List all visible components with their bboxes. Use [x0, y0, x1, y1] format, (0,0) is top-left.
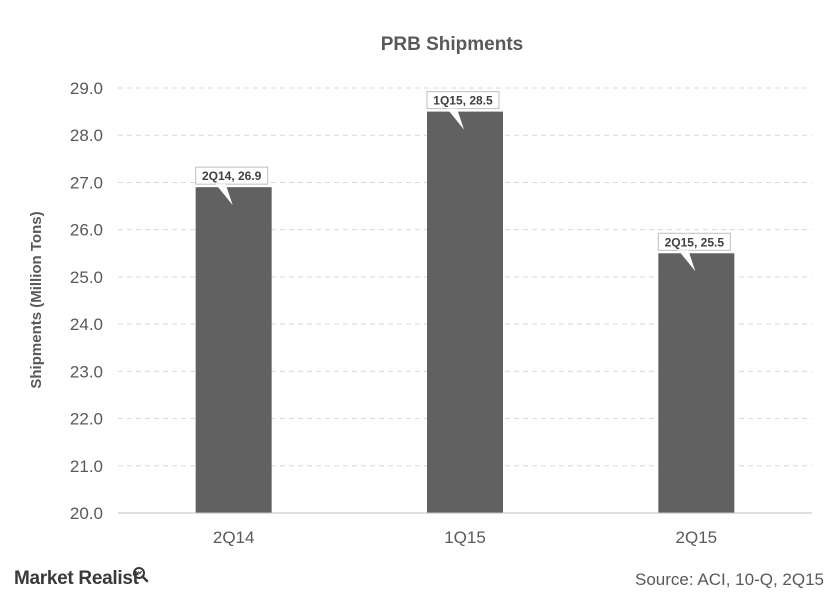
x-tick-label: 2Q14 [213, 528, 255, 547]
y-tick-label: 23.0 [70, 362, 103, 381]
data-label-box [657, 232, 731, 251]
data-labels: 2Q14, 26.9 1Q15, 28.5 2Q15, 25.5 [195, 91, 731, 272]
source-note: Source: ACI, 10-Q, 2Q15 [635, 570, 824, 589]
bars [195, 111, 735, 513]
y-tick-label: 25.0 [70, 268, 103, 287]
y-tick-label: 26.0 [70, 221, 103, 240]
data-label-box [195, 166, 269, 185]
y-axis-label: Shipments (Million Tons) [28, 211, 45, 388]
y-tick-label: 22.0 [70, 410, 103, 429]
data-label-pointer [215, 184, 233, 206]
data-label-1q15: 1Q15, 28.5 [426, 91, 500, 130]
bar-1q15 [427, 111, 503, 513]
y-tick-label: 28.0 [70, 126, 103, 145]
data-label-pointer [678, 250, 696, 272]
magnifier-icon [133, 567, 149, 583]
data-label-text: 2Q14, 26.9 [202, 169, 262, 183]
data-label-text: 1Q15, 28.5 [433, 94, 493, 108]
y-tick-label: 29.0 [70, 79, 103, 98]
x-tick-label: 2Q15 [676, 528, 718, 547]
bar-2q14 [195, 187, 272, 513]
y-tick-label: 24.0 [70, 315, 103, 334]
data-label-2q15: 2Q15, 25.5 [657, 232, 731, 272]
x-axis-ticks: 2Q14 1Q15 2Q15 [213, 528, 717, 547]
y-tick-label: 27.0 [70, 173, 103, 192]
bar-2q15 [658, 253, 735, 513]
y-tick-label: 21.0 [70, 457, 103, 476]
data-label-box [426, 91, 500, 110]
data-label-text: 2Q15, 25.5 [665, 235, 725, 249]
x-tick-label: 1Q15 [444, 528, 486, 547]
brand-logo-text: Market Realist [14, 568, 139, 589]
data-label-2q14: 2Q14, 26.9 [195, 166, 269, 206]
data-label-pointer [447, 108, 464, 130]
y-tick-label: 20.0 [70, 504, 103, 523]
y-axis-ticks: 20.0 21.0 22.0 23.0 24.0 25.0 26.0 27.0 28.0 29.0 [70, 79, 103, 523]
chart-title: PRB Shipments [381, 34, 524, 55]
